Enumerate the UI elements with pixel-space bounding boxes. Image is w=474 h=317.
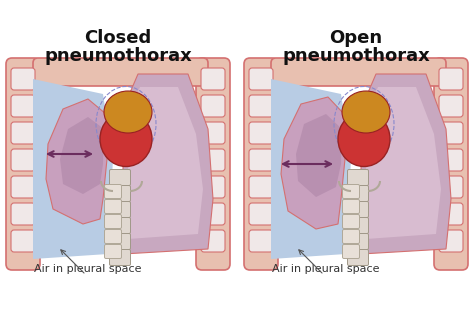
FancyBboxPatch shape bbox=[104, 199, 121, 214]
FancyBboxPatch shape bbox=[249, 68, 273, 90]
FancyBboxPatch shape bbox=[201, 230, 225, 252]
FancyBboxPatch shape bbox=[201, 203, 225, 225]
FancyBboxPatch shape bbox=[201, 176, 225, 198]
FancyBboxPatch shape bbox=[347, 170, 368, 185]
FancyBboxPatch shape bbox=[439, 203, 463, 225]
FancyBboxPatch shape bbox=[11, 122, 35, 144]
FancyBboxPatch shape bbox=[249, 176, 273, 198]
Polygon shape bbox=[366, 87, 441, 239]
FancyBboxPatch shape bbox=[244, 58, 278, 270]
FancyBboxPatch shape bbox=[104, 230, 121, 243]
FancyBboxPatch shape bbox=[109, 249, 130, 266]
FancyBboxPatch shape bbox=[347, 185, 368, 202]
FancyBboxPatch shape bbox=[249, 149, 273, 171]
Polygon shape bbox=[33, 79, 113, 259]
Ellipse shape bbox=[342, 91, 390, 133]
FancyBboxPatch shape bbox=[343, 215, 359, 229]
FancyBboxPatch shape bbox=[109, 217, 130, 234]
FancyBboxPatch shape bbox=[109, 234, 130, 249]
FancyBboxPatch shape bbox=[11, 68, 35, 90]
FancyBboxPatch shape bbox=[439, 95, 463, 117]
FancyBboxPatch shape bbox=[249, 230, 273, 252]
FancyBboxPatch shape bbox=[11, 230, 35, 252]
FancyBboxPatch shape bbox=[104, 184, 121, 198]
FancyBboxPatch shape bbox=[347, 217, 368, 234]
FancyBboxPatch shape bbox=[249, 203, 273, 225]
FancyBboxPatch shape bbox=[104, 244, 121, 258]
FancyBboxPatch shape bbox=[104, 215, 121, 229]
FancyBboxPatch shape bbox=[439, 122, 463, 144]
FancyBboxPatch shape bbox=[249, 95, 273, 117]
FancyBboxPatch shape bbox=[109, 170, 130, 185]
FancyBboxPatch shape bbox=[11, 149, 35, 171]
Ellipse shape bbox=[264, 59, 448, 269]
FancyBboxPatch shape bbox=[201, 95, 225, 117]
FancyBboxPatch shape bbox=[109, 185, 130, 202]
Polygon shape bbox=[123, 74, 213, 254]
Polygon shape bbox=[271, 79, 351, 259]
FancyBboxPatch shape bbox=[11, 203, 35, 225]
FancyBboxPatch shape bbox=[201, 149, 225, 171]
FancyBboxPatch shape bbox=[434, 58, 468, 270]
FancyBboxPatch shape bbox=[249, 122, 273, 144]
FancyBboxPatch shape bbox=[109, 202, 130, 217]
FancyBboxPatch shape bbox=[6, 58, 40, 270]
Text: Air in pleural space: Air in pleural space bbox=[272, 264, 380, 274]
FancyBboxPatch shape bbox=[439, 68, 463, 90]
Text: pneumothorax: pneumothorax bbox=[44, 47, 192, 65]
Ellipse shape bbox=[100, 112, 152, 166]
Polygon shape bbox=[281, 97, 346, 229]
FancyBboxPatch shape bbox=[343, 244, 359, 258]
Text: Closed: Closed bbox=[84, 29, 152, 47]
FancyBboxPatch shape bbox=[439, 176, 463, 198]
Ellipse shape bbox=[26, 59, 210, 269]
FancyBboxPatch shape bbox=[347, 249, 368, 266]
FancyBboxPatch shape bbox=[343, 184, 359, 198]
FancyBboxPatch shape bbox=[11, 95, 35, 117]
Ellipse shape bbox=[104, 91, 152, 133]
FancyBboxPatch shape bbox=[11, 176, 35, 198]
FancyBboxPatch shape bbox=[347, 202, 368, 217]
FancyBboxPatch shape bbox=[343, 230, 359, 243]
Polygon shape bbox=[296, 114, 342, 197]
FancyBboxPatch shape bbox=[343, 199, 359, 214]
Text: Air in pleural space: Air in pleural space bbox=[34, 264, 142, 274]
FancyBboxPatch shape bbox=[439, 149, 463, 171]
Polygon shape bbox=[128, 87, 203, 239]
Ellipse shape bbox=[338, 112, 390, 166]
FancyBboxPatch shape bbox=[271, 58, 446, 86]
FancyBboxPatch shape bbox=[33, 58, 208, 86]
FancyBboxPatch shape bbox=[196, 58, 230, 270]
Polygon shape bbox=[46, 99, 108, 224]
Polygon shape bbox=[60, 117, 104, 194]
FancyBboxPatch shape bbox=[347, 234, 368, 249]
FancyBboxPatch shape bbox=[439, 230, 463, 252]
Text: pneumothorax: pneumothorax bbox=[282, 47, 430, 65]
FancyBboxPatch shape bbox=[201, 122, 225, 144]
Text: Open: Open bbox=[329, 29, 383, 47]
FancyBboxPatch shape bbox=[201, 68, 225, 90]
Polygon shape bbox=[361, 74, 451, 254]
